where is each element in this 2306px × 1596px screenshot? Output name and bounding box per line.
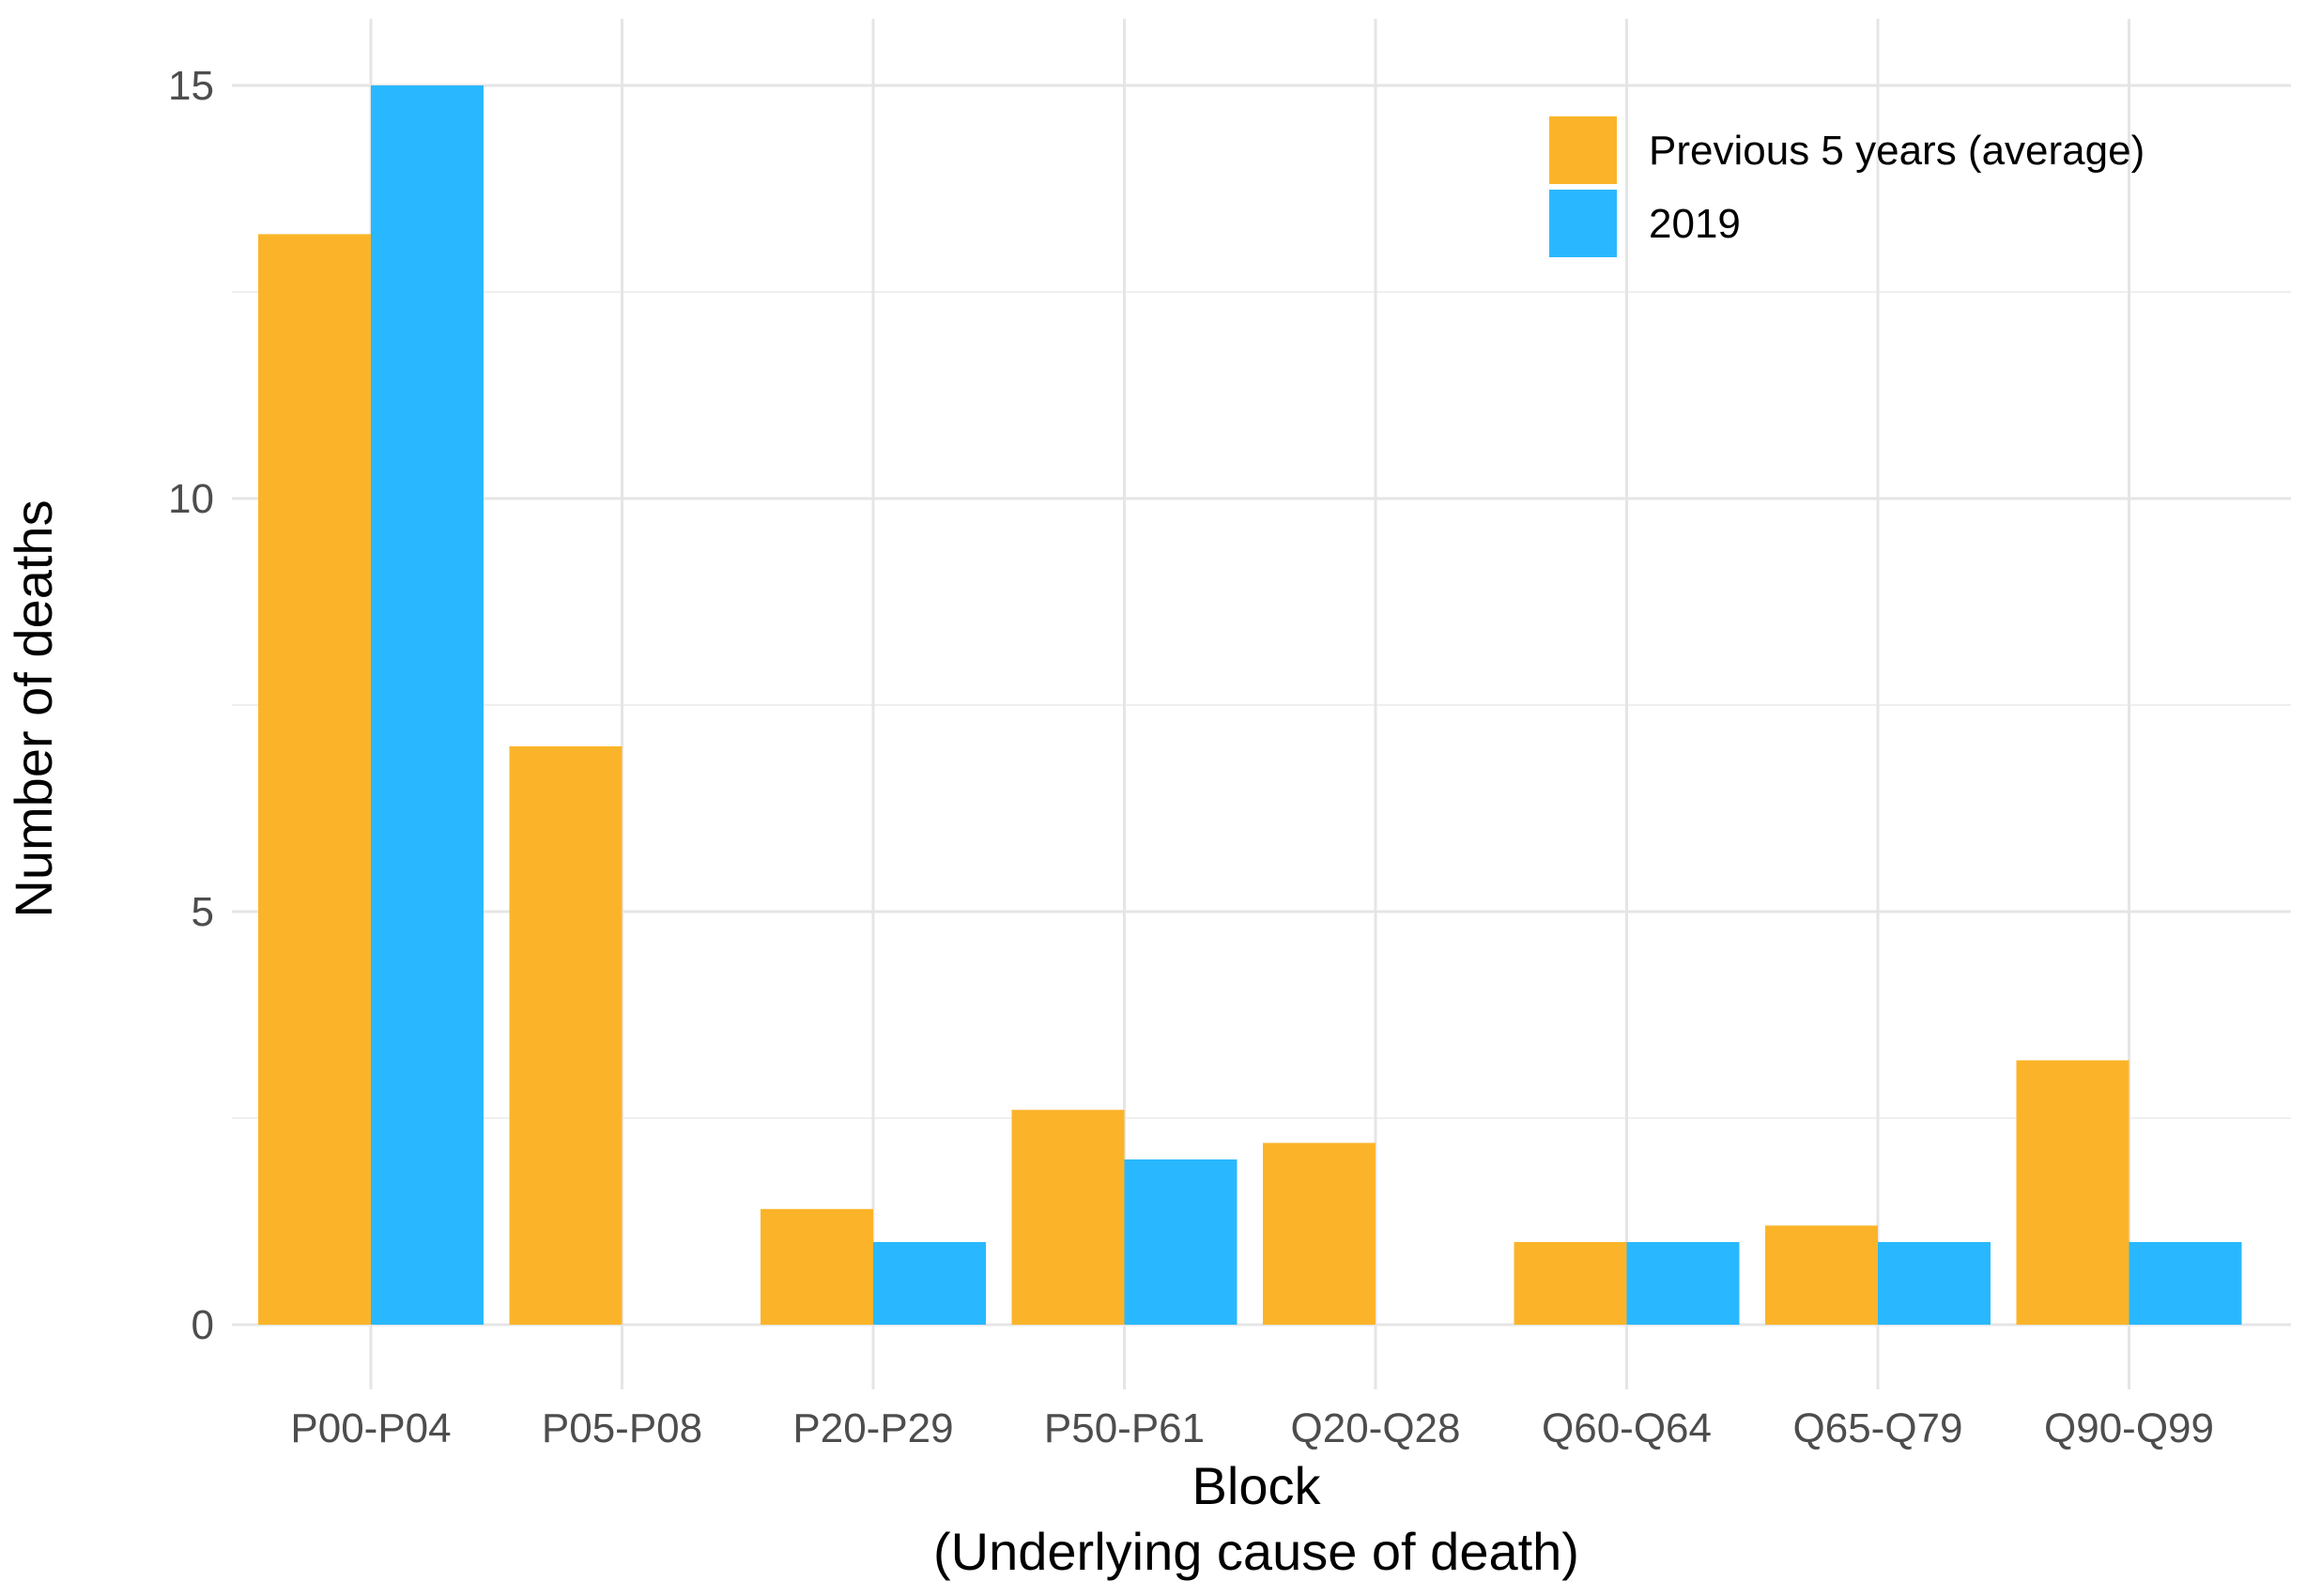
bar-p05-p08-series-1: [509, 746, 623, 1325]
bar-q90-q99-series-2: [2129, 1242, 2242, 1325]
legend-swatch: [1549, 116, 1617, 184]
bar-q90-q99-series-1: [2016, 1060, 2129, 1325]
bars: [258, 85, 2242, 1325]
bar-p20-p29-series-1: [761, 1208, 873, 1325]
bar-q65-q79-series-1: [1765, 1225, 1878, 1325]
y-tick-label: 15: [168, 63, 214, 109]
y-axis-title: Number of deaths: [4, 499, 63, 917]
bar-p20-p29-series-2: [873, 1242, 986, 1325]
x-tick-label: P20-P29: [792, 1405, 953, 1451]
x-axis-ticks: P00-P04 P05-P08 P20-P29 P50-P61 Q20-Q28 Q60-Q…: [290, 1405, 2214, 1451]
bar-p50-p61-series-1: [1011, 1110, 1125, 1325]
bar-p50-p61-series-2: [1124, 1159, 1238, 1325]
bar-p00-p04-series-2: [371, 85, 484, 1325]
legend-label: Previous 5 years (average): [1649, 128, 2145, 174]
x-tick-label: P00-P04: [290, 1405, 451, 1451]
bar-q60-q64-series-2: [1626, 1242, 1740, 1325]
bar-q60-q64-series-1: [1514, 1242, 1627, 1325]
y-tick-label: 0: [192, 1302, 214, 1348]
x-tick-label: P50-P61: [1044, 1405, 1205, 1451]
legend: Previous 5 years (average) 2019: [1549, 116, 2145, 257]
legend-swatch: [1549, 190, 1617, 257]
grid-lines: [232, 19, 2291, 1389]
x-tick-label: Q90-Q99: [2044, 1405, 2214, 1451]
x-tick-label: Q20-Q28: [1291, 1405, 1461, 1451]
legend-label: 2019: [1649, 201, 1741, 247]
y-tick-label: 5: [192, 889, 214, 935]
y-tick-label: 10: [168, 476, 214, 522]
x-tick-label: Q65-Q79: [1793, 1405, 1963, 1451]
y-axis-ticks: 0 5 10 15: [168, 63, 214, 1348]
x-axis-title: Block: [1192, 1456, 1322, 1515]
bar-q20-q28-series-1: [1263, 1143, 1376, 1325]
bar-q65-q79-series-2: [1878, 1242, 1991, 1325]
x-tick-label: P05-P08: [542, 1405, 702, 1451]
bar-p00-p04-series-1: [258, 234, 371, 1325]
x-axis-subtitle: (Underlying cause of death): [933, 1522, 1579, 1581]
x-tick-label: Q60-Q64: [1542, 1405, 1712, 1451]
